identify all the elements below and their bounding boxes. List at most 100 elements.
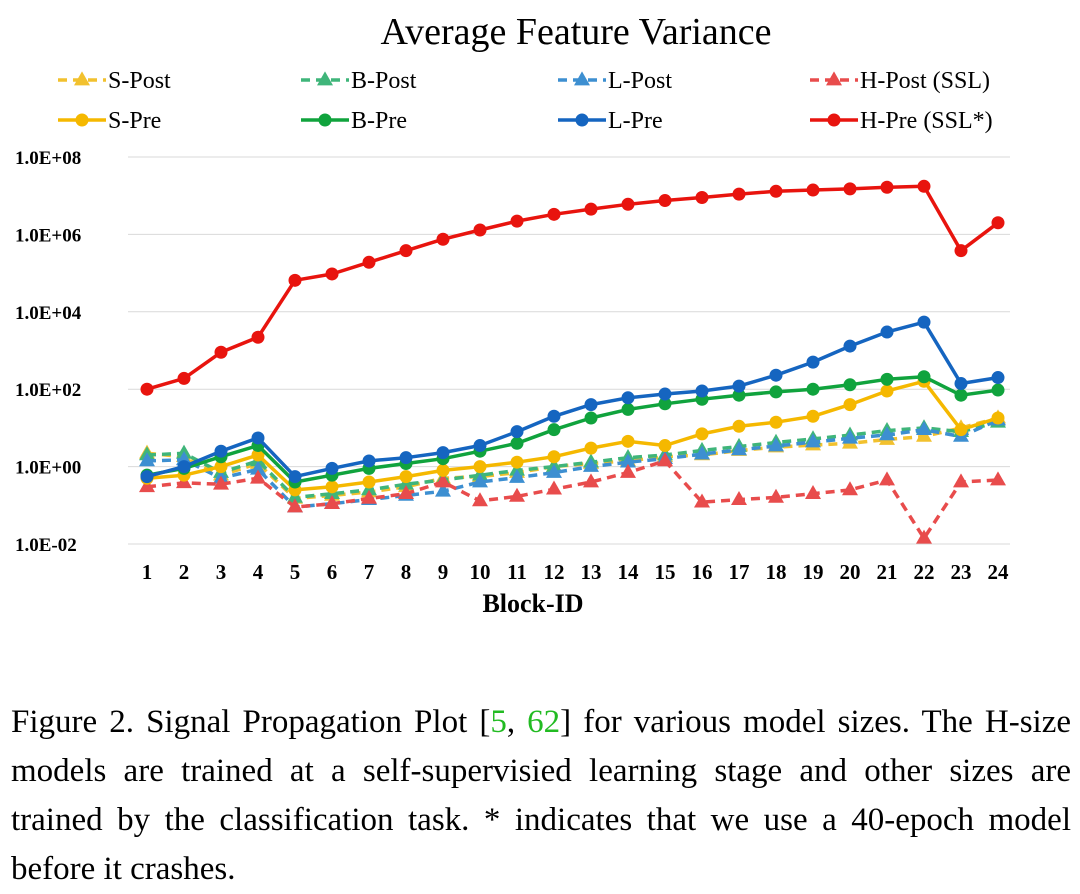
- series-b-pre: [140, 370, 1005, 489]
- data-point: [472, 492, 488, 507]
- data-point: [917, 370, 931, 384]
- data-point: [509, 468, 525, 483]
- data-point: [139, 478, 155, 493]
- x-axis-label: Block-ID: [482, 589, 583, 618]
- data-point: [954, 423, 968, 437]
- data-point: [843, 182, 857, 196]
- caption-citation-link[interactable]: 62: [527, 704, 561, 740]
- x-tick-label: 11: [507, 560, 527, 584]
- data-point: [325, 267, 339, 281]
- data-point: [547, 423, 561, 437]
- data-point: [842, 481, 858, 496]
- legend-item: L-Pre: [558, 108, 663, 134]
- data-point: [318, 113, 332, 127]
- data-point: [177, 460, 191, 474]
- data-point: [769, 368, 783, 382]
- series-line: [146, 184, 1000, 391]
- data-point: [954, 388, 968, 402]
- data-point: [953, 473, 969, 488]
- data-point: [584, 202, 598, 216]
- x-tick-label: 15: [655, 560, 676, 584]
- data-point: [214, 345, 228, 359]
- x-tick-label: 1: [142, 560, 153, 584]
- x-tick-label: 18: [766, 560, 787, 584]
- data-point: [768, 437, 784, 452]
- data-point: [436, 232, 450, 246]
- data-point: [769, 415, 783, 429]
- data-point: [826, 71, 842, 86]
- data-point: [954, 244, 968, 258]
- data-point: [731, 441, 747, 456]
- data-point: [214, 444, 228, 458]
- data-point: [584, 441, 598, 455]
- data-point: [658, 439, 672, 453]
- y-tick-label: 1.0E+04: [15, 303, 82, 324]
- data-point: [695, 427, 709, 441]
- x-tick-label: 9: [438, 560, 449, 584]
- legend-item: S-Post: [58, 68, 171, 94]
- data-point: [620, 463, 636, 478]
- legend-label: B-Pre: [351, 108, 407, 134]
- data-point: [695, 384, 709, 398]
- chart-title: Average Feature Variance: [380, 11, 771, 53]
- data-point: [177, 371, 191, 385]
- x-tick-label: 8: [401, 560, 412, 584]
- data-point: [694, 445, 710, 460]
- data-point: [806, 409, 820, 423]
- data-point: [990, 471, 1006, 486]
- data-point: [251, 330, 265, 344]
- data-point: [620, 453, 636, 468]
- x-axis: 1 2 3 4 5 6 7 8 9 10 11 12 13 14 15 16 17 18 19 20 21 22 23 24: [142, 560, 1009, 584]
- data-point: [880, 372, 894, 386]
- legend-label: L-Post: [608, 68, 672, 94]
- caption-prefix: Figure 2. Signal Propagation Plot [: [11, 704, 491, 740]
- caption-citation-link[interactable]: 5: [490, 704, 507, 740]
- legend-label: H-Pre (SSL*): [860, 108, 993, 134]
- data-point: [880, 325, 894, 339]
- data-point: [325, 480, 339, 494]
- data-point: [435, 482, 451, 497]
- y-tick-label: 1.0E+08: [15, 148, 81, 169]
- data-point: [621, 391, 635, 405]
- legend-item: B-Pre: [301, 108, 407, 134]
- data-point: [546, 480, 562, 495]
- x-tick-label: 22: [914, 560, 935, 584]
- x-tick-label: 24: [988, 560, 1010, 584]
- data-point: [510, 214, 524, 228]
- data-point: [805, 484, 821, 499]
- data-point: [880, 180, 894, 194]
- data-point: [916, 529, 932, 544]
- data-point: [584, 411, 598, 425]
- data-point: [362, 454, 376, 468]
- data-point: [473, 223, 487, 237]
- data-point: [140, 470, 154, 484]
- data-point: [769, 184, 783, 198]
- data-point: [695, 190, 709, 204]
- data-point: [399, 244, 413, 258]
- data-point: [399, 451, 413, 465]
- data-point: [546, 463, 562, 478]
- data-point: [954, 377, 968, 391]
- legend-item: S-Pre: [58, 108, 161, 134]
- x-tick-label: 7: [364, 560, 375, 584]
- data-point: [547, 409, 561, 423]
- data-point: [732, 379, 746, 393]
- data-point: [214, 460, 228, 474]
- x-tick-label: 16: [692, 560, 713, 584]
- data-point: [251, 431, 265, 445]
- x-tick-label: 21: [877, 560, 898, 584]
- caption-separator: ,: [506, 704, 528, 740]
- data-point: [991, 371, 1005, 385]
- data-point: [843, 398, 857, 412]
- legend-item: L-Post: [558, 68, 672, 94]
- data-point: [398, 484, 414, 499]
- data-point: [288, 470, 302, 484]
- y-axis: 1.0E-02 1.0E+00 1.0E+02 1.0E+04 1.0E+06 1.0E+…: [15, 148, 82, 556]
- data-point: [583, 457, 599, 472]
- legend-item: B-Post: [301, 68, 417, 94]
- chart: Average Feature Variance S-Post B-Post L-P…: [15, 11, 1010, 618]
- data-point: [879, 471, 895, 486]
- data-point: [325, 461, 339, 475]
- data-point: [75, 113, 89, 127]
- x-tick-label: 17: [729, 560, 750, 584]
